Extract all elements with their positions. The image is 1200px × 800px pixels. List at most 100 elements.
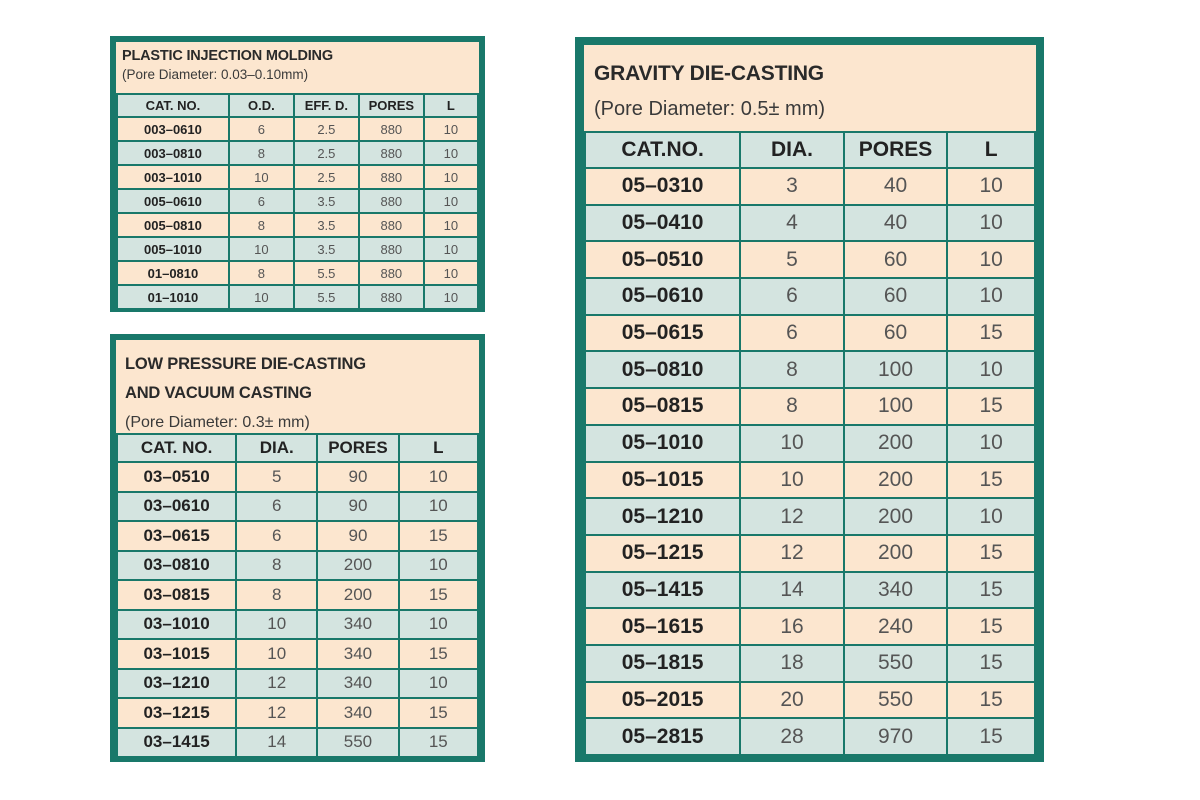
cat-no-cell: 003–0610	[116, 116, 230, 142]
cat-no-cell: 05–0510	[583, 240, 742, 280]
column-header: CAT.NO.	[583, 131, 742, 169]
table-row: 05–1010 10 200 10	[583, 423, 1036, 463]
table-cell: 3.5	[292, 236, 360, 262]
cat-no-cell: 03–0510	[115, 461, 238, 493]
table-cell: 8	[227, 140, 295, 166]
table-cell: 15	[946, 607, 1036, 646]
table-cell: 8	[235, 549, 319, 581]
table-cell: 6	[227, 188, 295, 214]
cat-no-cell: 05–0610	[583, 277, 742, 316]
table-cell: 5.5	[292, 260, 360, 286]
catalog-table: CAT.NO. DIA. PORES L 05–0310 3 40 10 05–0410 4 40 1…	[583, 131, 1036, 756]
table-row: 003–1010 10 2.5 880 10	[116, 164, 480, 190]
table-cell: 15	[946, 717, 1036, 756]
table-row: 05–0810 8 100 10	[583, 350, 1036, 390]
table-row: 05–1210 12 200 10	[583, 497, 1036, 536]
table-cell: 16	[739, 607, 845, 646]
table-cell: 10	[739, 423, 845, 463]
cat-no-cell: 05–0310	[583, 167, 742, 206]
table-cell: 200	[842, 460, 949, 500]
table-row: 05–2015 20 550 15	[583, 680, 1036, 720]
table-title: AND VACUUM CASTING	[125, 384, 312, 402]
cat-no-cell: 003–0810	[116, 140, 230, 166]
column-header: L	[422, 93, 480, 118]
table-row: 05–1615 16 240 15	[583, 607, 1036, 646]
table-row: 05–0815 8 100 15	[583, 387, 1036, 426]
cat-no-cell: 03–1015	[115, 638, 238, 670]
table-cell: 10	[397, 549, 480, 581]
plastic-injection-molding-table: PLASTIC INJECTION MOLDING (Pore Diameter:…	[110, 36, 485, 312]
table-row: 05–1415 14 340 15	[583, 570, 1036, 610]
table-cell: 880	[357, 212, 425, 238]
table-cell: 880	[357, 236, 425, 262]
table-title: PLASTIC INJECTION MOLDING	[122, 48, 333, 64]
column-header: EFF. D.	[292, 93, 360, 118]
table-cell: 15	[397, 726, 480, 758]
table-row: 03–1415 14 550 15	[115, 726, 480, 758]
table-cell: 15	[397, 520, 480, 552]
cat-no-cell: 05–1010	[583, 423, 742, 463]
table-cell: 200	[842, 533, 949, 573]
table-cell: 6	[235, 490, 319, 522]
cat-no-cell: 05–0615	[583, 313, 742, 353]
table-cell: 10	[235, 638, 319, 670]
table-row: 05–1815 18 550 15	[583, 643, 1036, 683]
cat-no-cell: 03–0615	[115, 520, 238, 552]
cat-no-cell: 01–1010	[116, 284, 230, 310]
table-row: 05–0615 6 60 15	[583, 313, 1036, 353]
cat-no-cell: 03–1210	[115, 667, 238, 699]
table-cell: 40	[842, 203, 949, 243]
table-cell: 2.5	[292, 164, 360, 190]
table-row: 01–0810 8 5.5 880 10	[116, 260, 480, 286]
table-cell: 880	[357, 116, 425, 142]
table-cell: 20	[739, 680, 845, 720]
table-cell: 340	[316, 638, 400, 670]
catalog-table: CAT. NO. O.D. EFF. D. PORES L 003–0610 6 2.5 880…	[116, 93, 480, 310]
table-row: 05–2815 28 970 15	[583, 717, 1036, 756]
table-row: 005–1010 10 3.5 880 10	[116, 236, 480, 262]
table-cell: 200	[842, 423, 949, 463]
table-row: 01–1010 10 5.5 880 10	[116, 284, 480, 310]
table-cell: 880	[357, 164, 425, 190]
table-cell: 6	[739, 277, 845, 316]
cat-no-cell: 05–1415	[583, 570, 742, 610]
table-row: 05–1015 10 200 15	[583, 460, 1036, 500]
table-row: 005–0810 8 3.5 880 10	[116, 212, 480, 238]
table-cell: 6	[739, 313, 845, 353]
table-cell: 60	[842, 313, 949, 353]
table-cell: 15	[946, 680, 1036, 720]
table-cell: 5.5	[292, 284, 360, 310]
pore-diameter-note: (Pore Diameter: 0.5± mm)	[594, 98, 826, 120]
table-cell: 340	[316, 697, 400, 729]
table-cell: 10	[422, 140, 480, 166]
table-cell: 60	[842, 277, 949, 316]
table-cell: 40	[842, 167, 949, 206]
table-row: 03–1210 12 340 10	[115, 667, 480, 699]
table-cell: 2.5	[292, 140, 360, 166]
table-cell: 10	[946, 423, 1036, 463]
cat-no-cell: 03–1215	[115, 697, 238, 729]
table-row: 003–0810 8 2.5 880 10	[116, 140, 480, 166]
table-cell: 15	[946, 387, 1036, 426]
cat-no-cell: 05–0810	[583, 350, 742, 390]
table-cell: 10	[235, 608, 319, 640]
cat-no-cell: 05–2015	[583, 680, 742, 720]
table-cell: 90	[316, 490, 400, 522]
cat-no-cell: 03–0810	[115, 549, 238, 581]
gravity-die-casting-table: GRAVITY DIE-CASTING (Pore Diameter: 0.5± …	[575, 37, 1044, 762]
table-row: 03–0610 6 90 10	[115, 490, 480, 522]
column-header: L	[397, 433, 480, 463]
table-cell: 12	[235, 697, 319, 729]
cat-no-cell: 01–0810	[116, 260, 230, 286]
table-heading: LOW PRESSURE DIE-CASTING AND VACUUM CASTI…	[116, 340, 479, 433]
table-cell: 10	[946, 350, 1036, 390]
cat-no-cell: 05–1815	[583, 643, 742, 683]
cat-no-cell: 05–2815	[583, 717, 742, 756]
table-cell: 12	[739, 533, 845, 573]
table-cell: 6	[235, 520, 319, 552]
table-cell: 3	[739, 167, 845, 206]
table-cell: 10	[397, 461, 480, 493]
table-cell: 10	[946, 497, 1036, 536]
low-pressure-die-casting-table: LOW PRESSURE DIE-CASTING AND VACUUM CASTI…	[110, 334, 485, 762]
table-cell: 15	[946, 460, 1036, 500]
